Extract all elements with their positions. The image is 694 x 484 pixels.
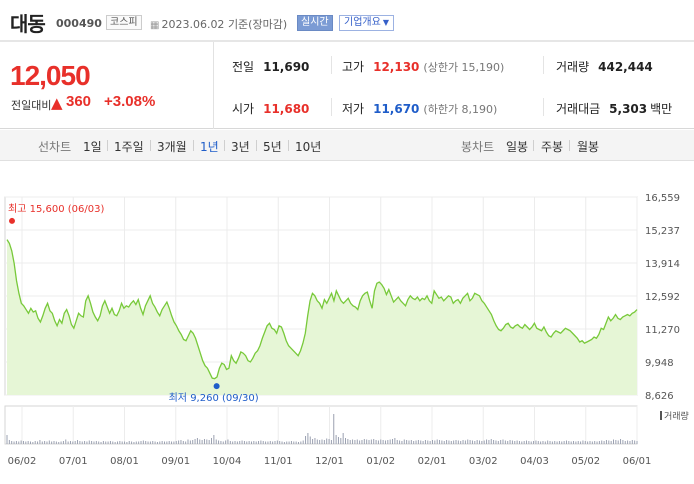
price-chart: 16,559 15,237 13,914 12,592 11,270 9,948 8,626… xyxy=(4,193,689,467)
high-marker xyxy=(9,217,15,224)
volume-label: 거래량 xyxy=(664,410,689,422)
divider xyxy=(107,140,108,151)
tab-1y[interactable]: 1년 xyxy=(200,140,219,154)
change-value: 360 xyxy=(66,93,92,110)
amount-value: 5,303 xyxy=(609,102,648,116)
company-info-dropdown[interactable]: 기업개요 ▼ xyxy=(339,15,394,31)
open-value: 11,680 xyxy=(263,102,310,116)
chart-annotations: 최고 15,600 (06/03) 최저 9,260 (09/30) xyxy=(8,203,259,404)
divider xyxy=(193,140,194,151)
divider xyxy=(150,140,151,151)
volume-frame xyxy=(4,405,638,445)
volume-value: 442,444 xyxy=(598,60,653,74)
tab-1d[interactable]: 1일 xyxy=(83,140,102,154)
change-label: 전일대비 xyxy=(11,99,52,112)
amount-label: 거래대금 xyxy=(556,102,601,116)
up-arrow-icon: ▲ xyxy=(51,94,63,112)
y-tick-label: 11,270 xyxy=(645,325,680,336)
x-tick-label: 03/02 xyxy=(469,456,498,467)
low-value: 11,670 xyxy=(373,102,420,116)
divider xyxy=(256,140,257,151)
open-label: 시가 xyxy=(232,102,255,116)
open-stat: 시가 11,680 xyxy=(232,100,309,117)
volume-bars: 거래량 xyxy=(6,410,689,444)
divider xyxy=(224,140,225,151)
tab-3y[interactable]: 3년 xyxy=(231,140,250,154)
high-value: 12,130 xyxy=(373,60,420,74)
x-tick-label: 06/02 xyxy=(8,456,37,467)
realtime-button[interactable]: 실시간 xyxy=(297,15,333,31)
volume-legend-icon xyxy=(660,411,662,420)
prev-close-label: 전일 xyxy=(232,60,255,74)
tab-daily[interactable]: 일봉 xyxy=(506,140,529,154)
divider xyxy=(533,140,534,151)
stock-code: 000490 xyxy=(56,17,102,30)
high-annotation: 최고 15,600 (06/03) xyxy=(8,203,104,215)
amount-unit: 백만 xyxy=(650,102,673,116)
x-tick-label: 08/01 xyxy=(110,456,139,467)
upper-limit: (상한가 15,190) xyxy=(423,61,505,74)
divider xyxy=(569,140,570,151)
chevron-down-icon: ▼ xyxy=(382,18,389,27)
amount-stat: 거래대금 5,303 백만 xyxy=(556,100,672,117)
x-axis-ticks: 06/02 07/01 08/01 09/01 10/04 11/01 12/01 01/02… xyxy=(8,456,652,467)
x-tick-label: 02/01 xyxy=(418,456,447,467)
x-tick-label: 11/01 xyxy=(264,456,293,467)
divider xyxy=(331,98,332,116)
high-label: 고가 xyxy=(342,60,365,74)
x-tick-label: 04/03 xyxy=(520,456,549,467)
x-tick-label: 12/01 xyxy=(315,456,344,467)
x-tick-label: 10/04 xyxy=(213,456,242,467)
low-annotation: 최저 9,260 (09/30) xyxy=(169,392,259,404)
lower-limit: (하한가 8,190) xyxy=(423,103,498,116)
divider xyxy=(543,56,544,74)
divider xyxy=(288,140,289,151)
price-panel: 12,050 전일대비 ▲ 360 +3.08% xyxy=(0,42,214,129)
prev-close-stat: 전일 11,690 xyxy=(232,58,309,75)
y-tick-label: 15,237 xyxy=(645,226,680,237)
x-tick-label: 09/01 xyxy=(161,456,190,467)
current-price: 12,050 xyxy=(10,60,91,91)
x-tick-label: 01/02 xyxy=(366,456,395,467)
period-tabs: 선차트 1일 1주일 3개월 1년 3년 5년 10년 봉차트 일봉 주봉 월봉 xyxy=(0,130,694,161)
tab-5y[interactable]: 5년 xyxy=(263,140,282,154)
stock-name: 대동 xyxy=(10,12,46,36)
x-tick-label: 05/02 xyxy=(571,456,600,467)
price-line xyxy=(6,239,638,380)
reference-date: ▦ 2023.06.02 기준(장마감) xyxy=(150,16,287,32)
x-tick-label: 06/01 xyxy=(623,456,652,467)
low-marker xyxy=(213,383,220,390)
market-badge: 코스피 xyxy=(106,15,142,30)
y-axis-ticks: 16,559 15,237 13,914 12,592 11,270 9,948 8,626 xyxy=(645,193,680,402)
prev-close-value: 11,690 xyxy=(263,60,310,74)
tab-weekly[interactable]: 주봉 xyxy=(541,140,564,154)
high-stat: 고가 12,130 (상한가 15,190) xyxy=(342,58,504,75)
y-tick-label: 12,592 xyxy=(645,292,680,303)
reference-date-label: 기준(장마감) xyxy=(227,18,288,31)
divider xyxy=(331,56,332,74)
y-tick-label: 9,948 xyxy=(645,358,674,369)
divider xyxy=(543,98,544,116)
line-chart-title: 선차트 xyxy=(38,140,72,154)
tab-10y[interactable]: 10년 xyxy=(295,140,322,154)
y-tick-label: 16,559 xyxy=(645,193,680,204)
tab-3m[interactable]: 3개월 xyxy=(157,140,187,154)
stock-header: 대동 000490 코스피 ▦ 2023.06.02 기준(장마감) 실시간 기업… xyxy=(0,0,694,42)
tab-monthly[interactable]: 월봉 xyxy=(577,140,600,154)
company-info-label: 기업개요 xyxy=(344,17,381,28)
tab-1w[interactable]: 1주일 xyxy=(114,140,144,154)
change-percent: +3.08% xyxy=(104,93,156,110)
price-area xyxy=(7,239,637,395)
volume-label: 거래량 xyxy=(556,60,590,74)
low-stat: 저가 11,670 (하한가 8,190) xyxy=(342,100,497,117)
volume-stat: 거래량 442,444 xyxy=(556,58,653,75)
quote-panel: 12,050 전일대비 ▲ 360 +3.08% 전일 11,690 고가 12,1… xyxy=(0,42,694,129)
reference-date-value: 2023.06.02 xyxy=(161,18,225,31)
calendar-icon: ▦ xyxy=(150,20,160,31)
y-tick-label: 8,626 xyxy=(645,391,674,402)
y-tick-label: 13,914 xyxy=(645,259,680,270)
candle-chart-title: 봉차트 xyxy=(461,140,495,154)
x-tick-label: 07/01 xyxy=(59,456,88,467)
low-label: 저가 xyxy=(342,102,365,116)
